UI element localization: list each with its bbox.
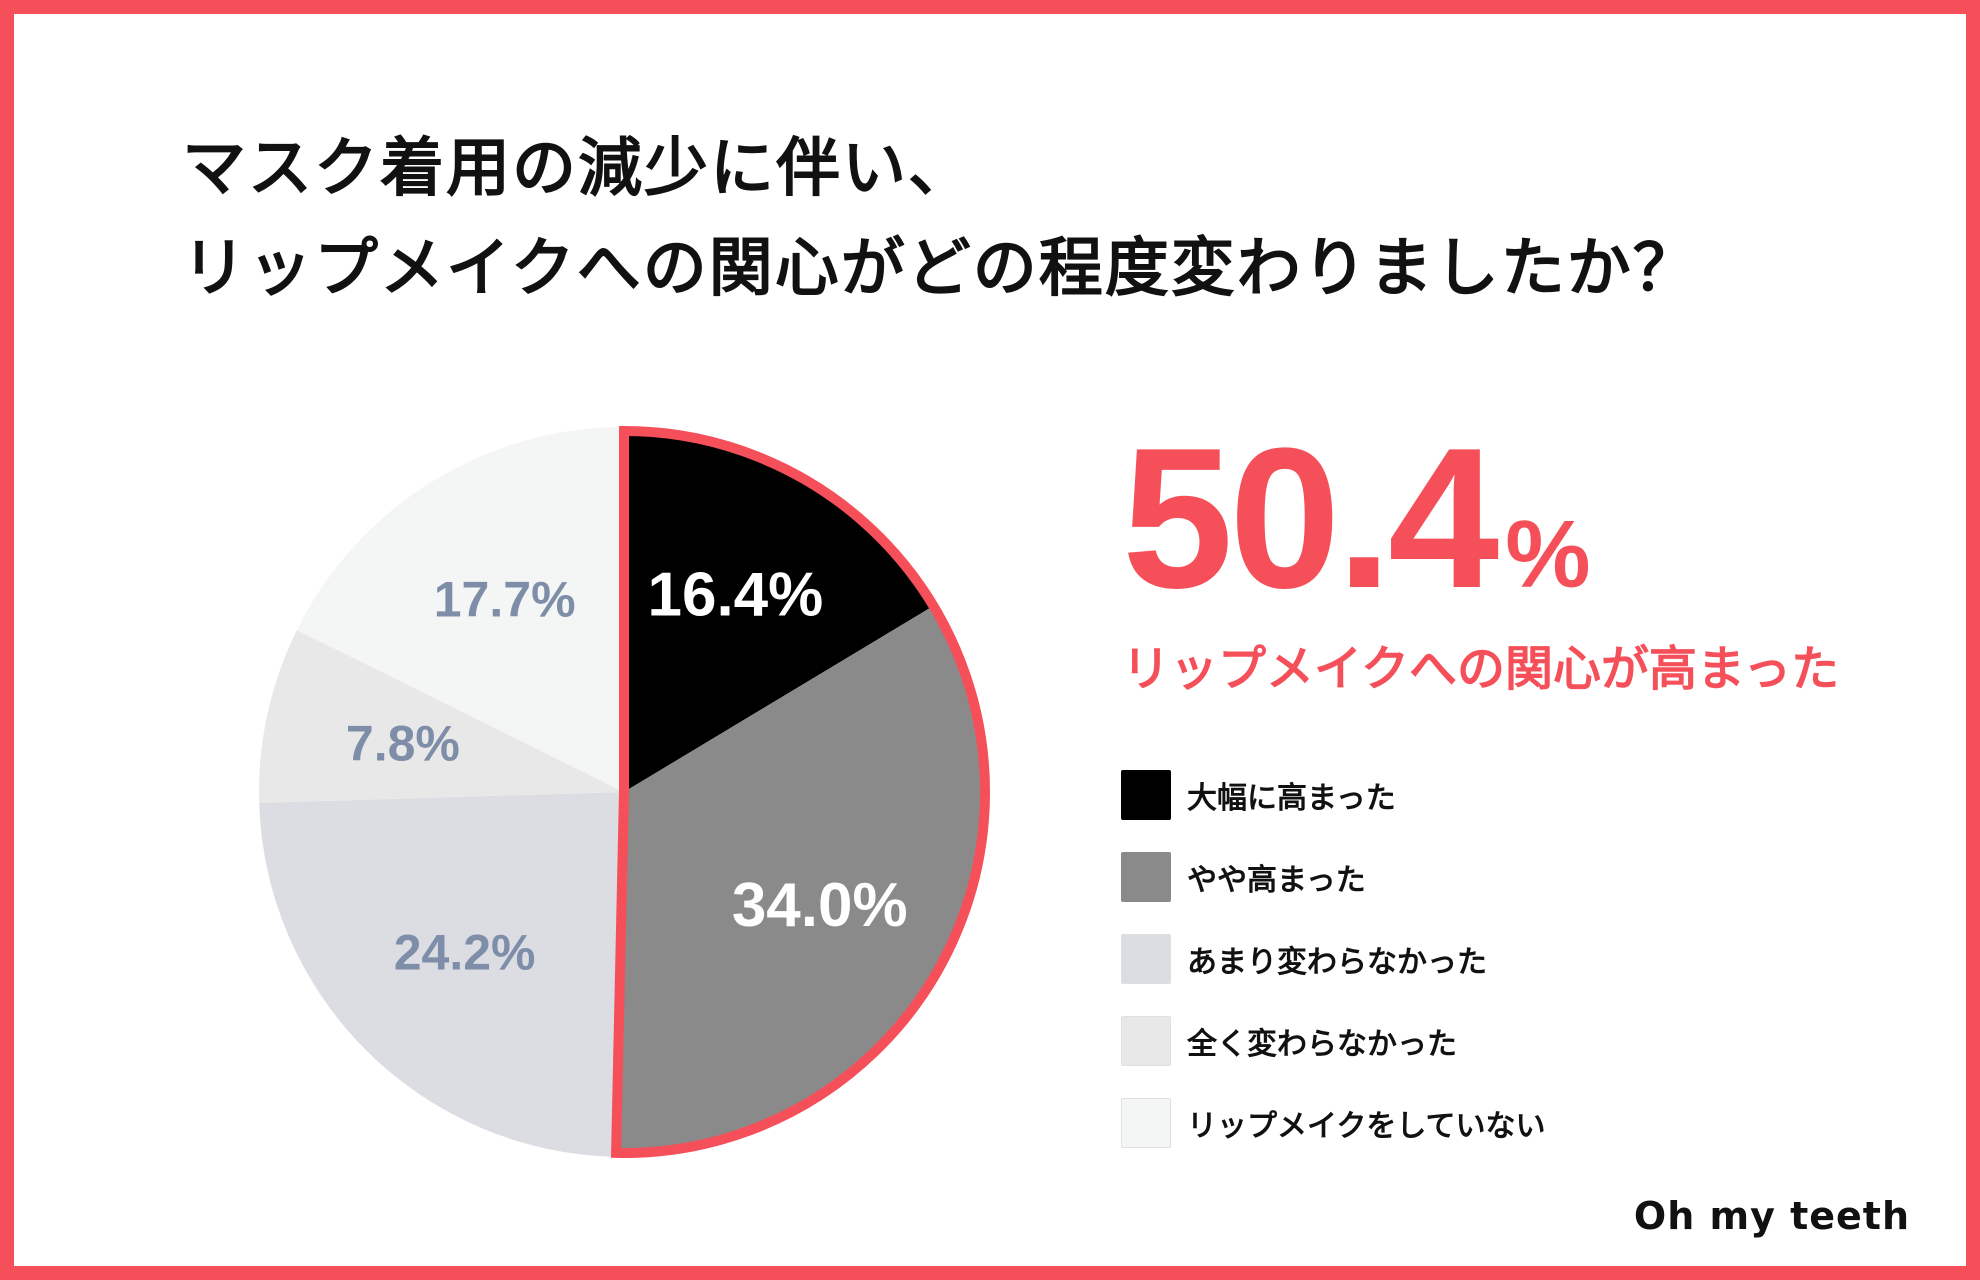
pie-slice-3 [259,792,624,1157]
data-label-2: 34.0% [732,871,908,940]
data-label-5: 17.7% [434,572,576,628]
title-line-1: マスク着用の減少に伴い、 [182,132,974,206]
highlight-outline [610,425,990,1158]
chart-title: マスク着用の減少に伴い、 リップメイクへの関心がどの程度変わりましたか？ [182,119,1699,319]
pie-slice-5 [296,427,624,792]
data-label-3: 24.2% [394,925,536,981]
legend-item-4: 全く変わらなかった [1121,1016,1457,1066]
headline-unit: % [1505,501,1591,608]
legend-label: 大幅に高まった [1187,781,1396,816]
pie-chart: 16.4% 34.0% 24.2% 7.8% 17.7% [259,425,990,1158]
legend-item-3: あまり変わらなかった [1121,934,1487,984]
legend-swatch [1121,1016,1171,1066]
brand-logo: Oh my teeth [1633,1194,1910,1238]
legend-item-2: やや高まった [1121,852,1366,902]
legend-label: 全く変わらなかった [1187,1027,1457,1062]
legend-label: リップメイクをしていない [1187,1109,1546,1144]
legend-swatch [1121,934,1171,984]
legend-label: あまり変わらなかった [1187,945,1487,980]
headline-value: 50.4 [1122,407,1499,630]
legend-item-1: 大幅に高まった [1121,770,1396,820]
data-label-1: 16.4% [647,561,823,630]
legend-item-5: リップメイクをしていない [1121,1098,1546,1148]
pie-slice-4 [259,630,624,803]
data-label-4: 7.8% [346,716,460,772]
legend-label: やや高まった [1187,863,1366,898]
legend-swatch [1121,770,1171,820]
title-line-2: リップメイクへの関心がどの程度変わりましたか？ [182,232,1699,306]
pie-slice-2 [615,603,989,1157]
headline-stat: 50.4% [1122,419,1591,619]
legend-swatch [1121,852,1171,902]
headline-caption: リップメイクへの関心が高まった [1122,641,1840,697]
legend-swatch [1121,1098,1171,1148]
